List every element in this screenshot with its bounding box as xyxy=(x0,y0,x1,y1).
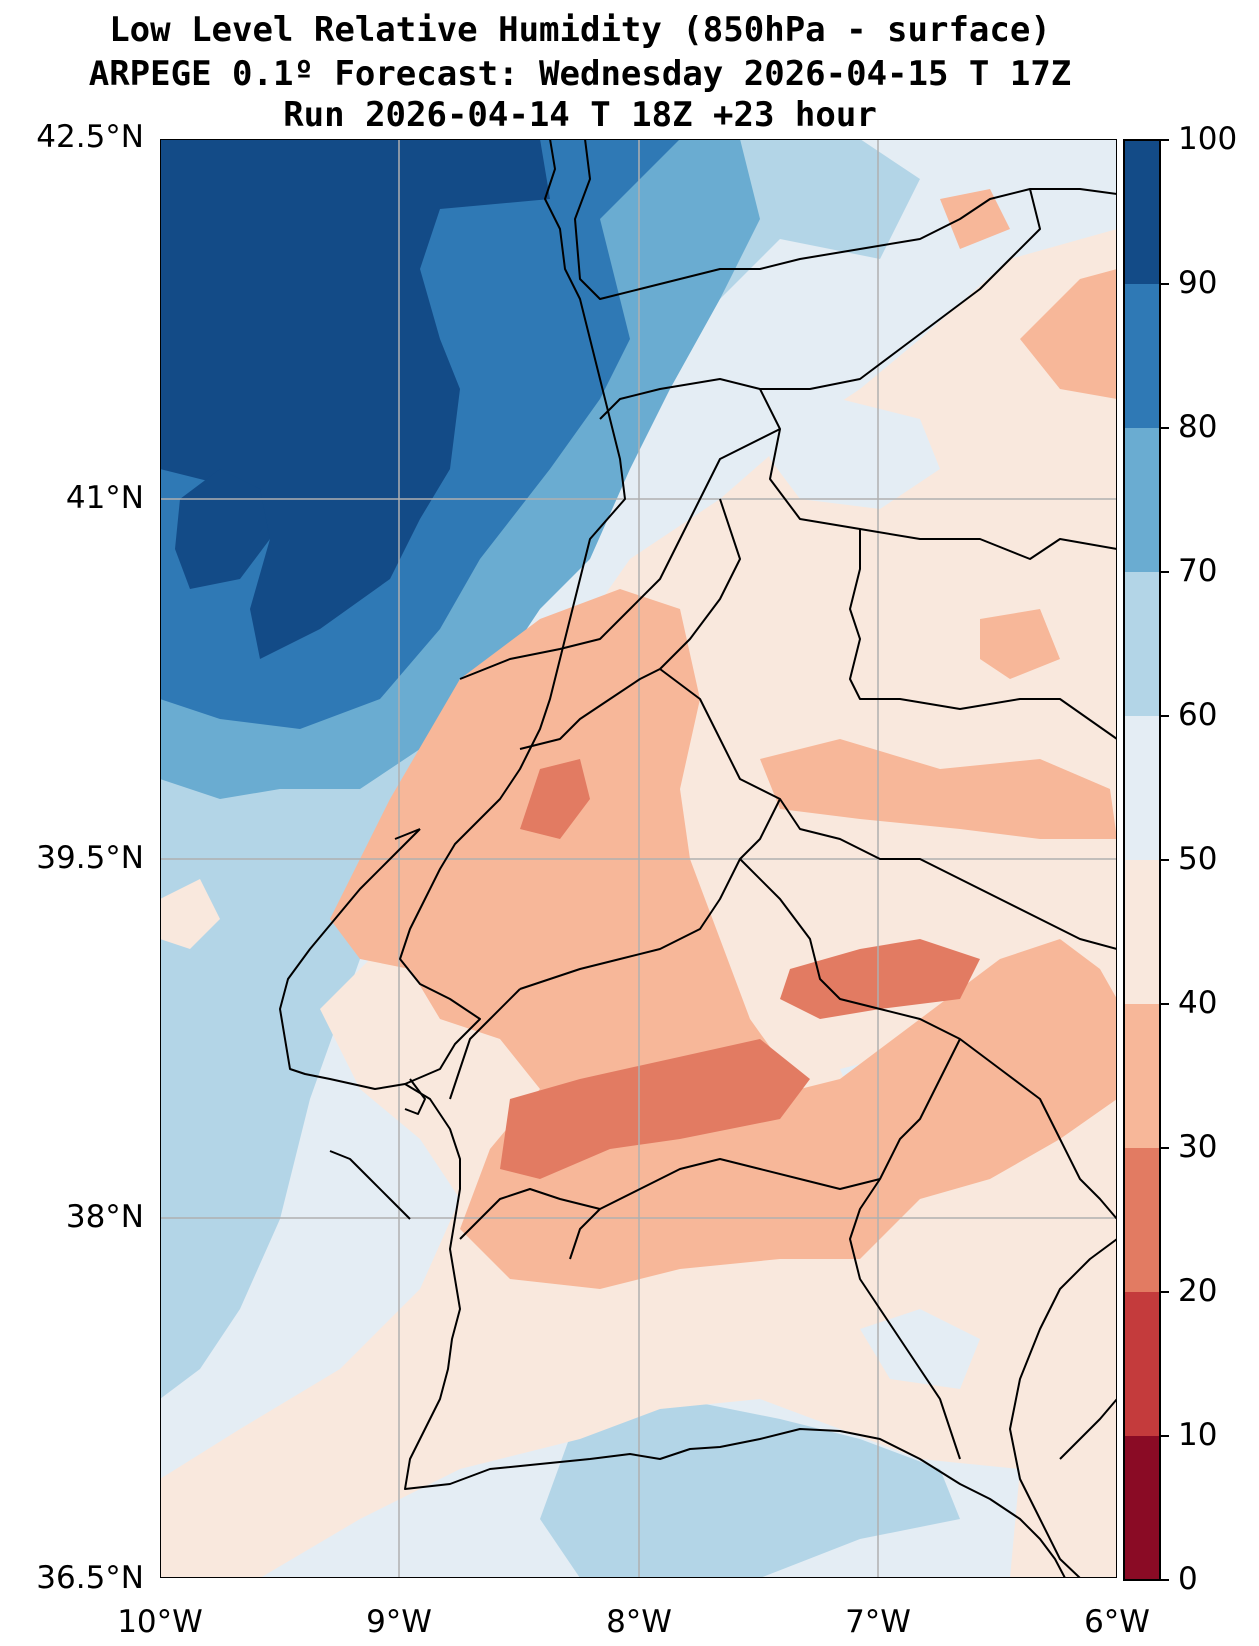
colorbar xyxy=(1123,139,1169,1581)
colorbar-tick-label: 80 xyxy=(1178,409,1218,445)
colorbar-tick-label: 20 xyxy=(1178,1273,1218,1309)
colorbar-segment xyxy=(1124,284,1160,429)
map-title-line-1: Low Level Relative Humidity (850hPa - su… xyxy=(109,10,1051,50)
colorbar-segment xyxy=(1124,1148,1160,1293)
colorbar-tick-label: 60 xyxy=(1178,697,1218,733)
colorbar-segment xyxy=(1124,140,1160,285)
lat-tick-label: 41°N xyxy=(65,480,144,516)
colorbar-segment xyxy=(1124,572,1160,717)
lat-tick-label: 36.5°N xyxy=(36,1560,144,1596)
colorbar-tick-label: 0 xyxy=(1178,1561,1198,1597)
colorbar-tick-label: 70 xyxy=(1178,553,1218,589)
humidity-map xyxy=(160,139,1117,1578)
colorbar-tick-label: 10 xyxy=(1178,1417,1218,1453)
colorbar-segment xyxy=(1124,1436,1160,1581)
colorbar-tick-label: 100 xyxy=(1178,121,1238,157)
colorbar-tick-label: 90 xyxy=(1178,265,1218,301)
colorbar-segment xyxy=(1124,428,1160,573)
coastline-borders xyxy=(279,139,1117,1578)
map-title-line-3: Run 2026-04-14 T 18Z +23 hour xyxy=(283,95,877,135)
colorbar-segment xyxy=(1124,716,1160,861)
lat-tick-label: 42.5°N xyxy=(36,119,144,155)
lat-tick-label: 38°N xyxy=(65,1199,144,1235)
colorbar-tick-label: 30 xyxy=(1178,1129,1218,1165)
lon-tick-label: 6°W xyxy=(1084,1604,1150,1640)
lon-tick-label: 9°W xyxy=(366,1604,432,1640)
colorbar-segment xyxy=(1124,860,1160,1005)
colorbar-segment xyxy=(1124,1292,1160,1437)
lon-tick-label: 8°W xyxy=(606,1604,672,1640)
rh-band-20-30 xyxy=(500,1039,810,1179)
lon-tick-label: 7°W xyxy=(845,1604,911,1640)
lon-tick-label: 10°W xyxy=(117,1604,203,1640)
map-title-line-2: ARPEGE 0.1º Forecast: Wednesday 2026-04-… xyxy=(88,54,1072,94)
colorbar-tick-label: 50 xyxy=(1178,841,1218,877)
colorbar-tick-label: 40 xyxy=(1178,985,1218,1021)
rh-band-90-100 xyxy=(160,139,550,659)
lat-tick-label: 39.5°N xyxy=(36,840,144,876)
colorbar-segment xyxy=(1124,1004,1160,1149)
